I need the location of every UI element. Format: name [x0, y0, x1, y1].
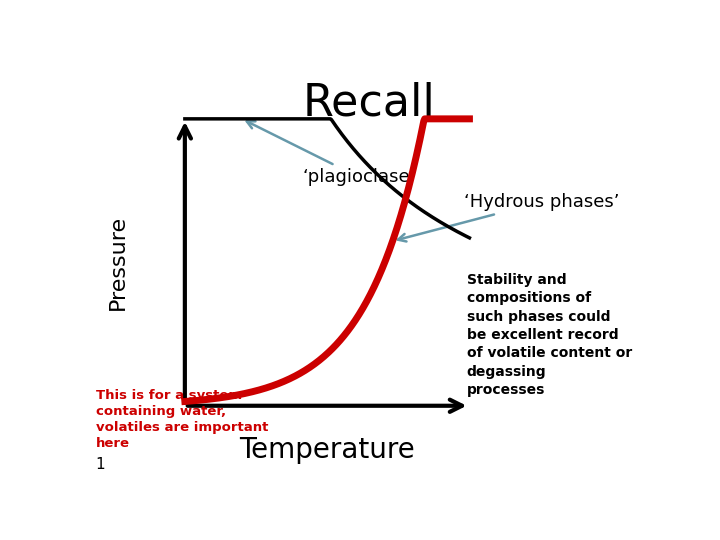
- Text: This is for a system
containing water,
volatiles are important
here: This is for a system containing water, v…: [96, 389, 268, 450]
- Text: Stability and
compositions of
such phases could
be excellent record
of volatile : Stability and compositions of such phase…: [467, 273, 632, 397]
- Text: Pressure: Pressure: [108, 215, 128, 310]
- Text: Recall: Recall: [302, 82, 436, 124]
- Text: ‘Hydrous phases’: ‘Hydrous phases’: [398, 193, 619, 241]
- Text: Temperature: Temperature: [239, 436, 415, 464]
- Text: ‘plagioclase’: ‘plagioclase’: [247, 122, 415, 186]
- Text: 1: 1: [96, 457, 105, 472]
